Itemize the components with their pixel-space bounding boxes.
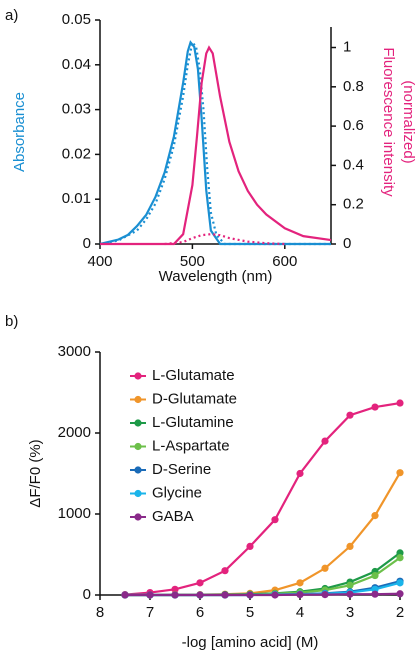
legend-label: GABA	[152, 508, 194, 525]
y-tick-label: 0.02	[62, 145, 91, 162]
data-point	[271, 591, 279, 599]
data-point	[371, 512, 379, 520]
x-tick-label: 2	[396, 604, 404, 621]
data-point	[196, 579, 204, 587]
legend-label: L-Aspartate	[152, 437, 230, 454]
legend-swatch	[134, 372, 142, 380]
data-point	[171, 585, 179, 593]
data-point	[321, 437, 329, 445]
x-tick-label: 3	[346, 604, 354, 621]
y-tick-label: 0	[83, 586, 91, 603]
y-tick-label: 3000	[58, 343, 91, 360]
series-line	[125, 592, 401, 597]
y2-tick-label: 0.2	[343, 196, 364, 213]
legend-swatch	[134, 395, 142, 404]
data-point	[371, 571, 379, 580]
series-line	[99, 40, 331, 246]
data-point	[371, 590, 379, 598]
x-tick-label: 8	[96, 604, 104, 621]
y-axis-title: ΔF/F0 (%)	[27, 439, 44, 507]
data-point	[321, 564, 329, 572]
y2-axis-title: (normalized)	[400, 80, 417, 163]
legend-label: D-Glutamate	[152, 390, 237, 407]
data-point	[346, 581, 354, 589]
data-point	[296, 579, 304, 587]
legend-swatch	[134, 489, 142, 498]
x-axis-title: Wavelength (nm)	[159, 268, 273, 285]
x-tick-label: 600	[272, 253, 297, 270]
data-point	[221, 591, 229, 599]
data-point	[346, 590, 354, 598]
legend-label: L-Glutamine	[152, 414, 234, 431]
y-tick-label: 0.04	[62, 56, 91, 73]
data-point	[171, 591, 179, 599]
y2-axis-title: Fluorescence intensity	[380, 47, 397, 197]
y2-tick-label: 0.8	[343, 78, 364, 95]
data-point	[396, 579, 404, 587]
data-point	[396, 590, 404, 598]
y-tick-label: 0.03	[62, 101, 91, 118]
data-point	[296, 590, 304, 599]
panel-label: b)	[5, 313, 18, 330]
y2-tick-label: 1	[343, 38, 351, 55]
x-tick-label: 4	[296, 604, 304, 621]
legend-swatch	[134, 466, 142, 474]
data-point	[221, 567, 229, 575]
data-point	[271, 516, 279, 524]
data-point	[296, 469, 304, 478]
y-tick-label: 1000	[58, 505, 91, 522]
x-tick-label: 5	[246, 604, 254, 621]
data-point	[371, 403, 379, 411]
legend-swatch	[134, 419, 142, 427]
x-axis-title: -log [amino acid] (M)	[182, 634, 319, 651]
legend-label: Glycine	[152, 484, 202, 501]
data-point	[321, 590, 329, 599]
data-point	[146, 591, 154, 599]
legend-swatch	[134, 513, 142, 521]
y2-tick-label: 0.4	[343, 156, 364, 173]
y2-tick-label: 0.6	[343, 117, 364, 134]
data-point	[346, 542, 354, 551]
legend-swatch	[134, 442, 142, 451]
x-tick-label: 7	[146, 604, 154, 621]
y2-tick-label: 0	[343, 235, 351, 252]
data-point	[246, 542, 254, 551]
y-tick-label: 2000	[58, 424, 91, 441]
data-point	[396, 554, 404, 562]
data-point	[396, 399, 404, 407]
y-tick-label: 0.05	[62, 11, 91, 28]
x-tick-label: 400	[87, 253, 112, 270]
y-tick-label: 0.01	[62, 190, 91, 207]
legend-label: D-Serine	[152, 461, 211, 478]
series-line	[124, 401, 401, 596]
data-point	[246, 591, 254, 599]
x-tick-label: 6	[196, 604, 204, 621]
y-tick-label: 0	[83, 235, 91, 252]
series-line	[99, 39, 331, 246]
data-point	[396, 469, 404, 477]
series-line	[125, 551, 401, 597]
data-point	[196, 591, 204, 599]
panel-label: a)	[5, 7, 18, 24]
data-point	[346, 411, 354, 419]
x-tick-label: 500	[180, 253, 205, 270]
y-axis-title: Absorbance	[11, 92, 28, 172]
data-point	[121, 591, 129, 599]
series-line	[100, 45, 332, 246]
legend-label: L-Glutamate	[152, 367, 235, 384]
